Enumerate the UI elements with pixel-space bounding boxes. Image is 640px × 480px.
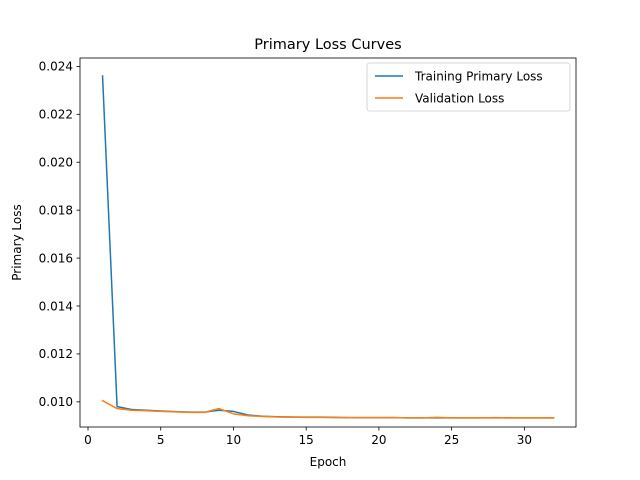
x-tick-label: 30 [517,433,532,447]
legend-label: Validation Loss [415,91,504,105]
y-axis-title: Primary Loss [10,204,24,281]
x-axis: 0 5 10 15 20 25 30 [84,427,532,447]
plot-area [80,58,576,427]
y-tick-label: 0.022 [39,108,73,122]
y-tick-label: 0.012 [39,347,73,361]
x-tick-label: 25 [444,433,459,447]
x-tick-label: 15 [299,433,314,447]
x-tick-label: 20 [371,433,386,447]
y-tick-label: 0.016 [39,251,73,265]
y-tick-label: 0.018 [39,203,73,217]
series-layer [101,75,555,419]
x-tick-label: 10 [226,433,241,447]
legend: Training Primary Loss Validation Loss [366,62,571,112]
x-tick-label: 5 [157,433,165,447]
y-tick-label: 0.024 [39,60,73,74]
x-tick-label: 0 [84,433,92,447]
x-axis-title: Epoch [310,455,347,469]
plot-frame [79,57,577,428]
chart-title: Primary Loss Curves [254,37,401,53]
legend-label: Training Primary Loss [414,69,543,83]
y-axis: 0.010 0.012 0.014 0.016 0.018 0.020 0.022 0.024 [39,60,80,409]
legend-box [366,62,571,112]
y-tick-label: 0.010 [39,395,73,409]
y-tick-label: 0.014 [39,299,73,313]
series-line-validation [101,399,555,419]
y-tick-label: 0.020 [39,156,73,170]
